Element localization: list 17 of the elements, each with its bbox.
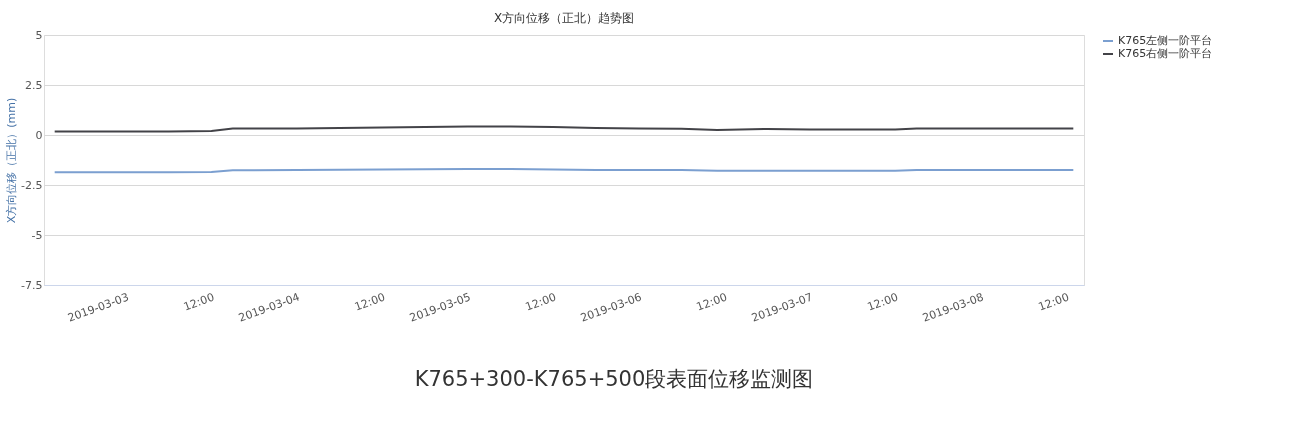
x-tick-label: 12:00 xyxy=(181,290,216,314)
chart-title: X方向位移（正北）趋势图 xyxy=(493,11,635,25)
legend-label: K765左侧一阶平台 xyxy=(1118,34,1213,47)
x-tick-label: 12:00 xyxy=(352,290,387,314)
y-tick-label: -7.5 xyxy=(21,278,43,292)
x-tick-label: 12:00 xyxy=(1036,290,1071,314)
x-tick-label: 12:00 xyxy=(523,290,558,314)
y-tick-label: -5 xyxy=(31,228,43,242)
x-tick-label: 12:00 xyxy=(865,290,900,314)
y-tick-label: -2.5 xyxy=(21,178,43,192)
y-tick-label: 5 xyxy=(35,28,43,42)
x-tick-label: 12:00 xyxy=(694,290,729,314)
y-tick-label: 0 xyxy=(35,128,43,142)
text: K765+300-K765+500段表面位移监测图 xyxy=(414,367,814,391)
y-axis-title: X方向位移（正北）(mm) xyxy=(5,97,19,224)
y-tick-label: 2.5 xyxy=(25,78,43,92)
legend-label: K765右侧一阶平台 xyxy=(1118,47,1213,60)
